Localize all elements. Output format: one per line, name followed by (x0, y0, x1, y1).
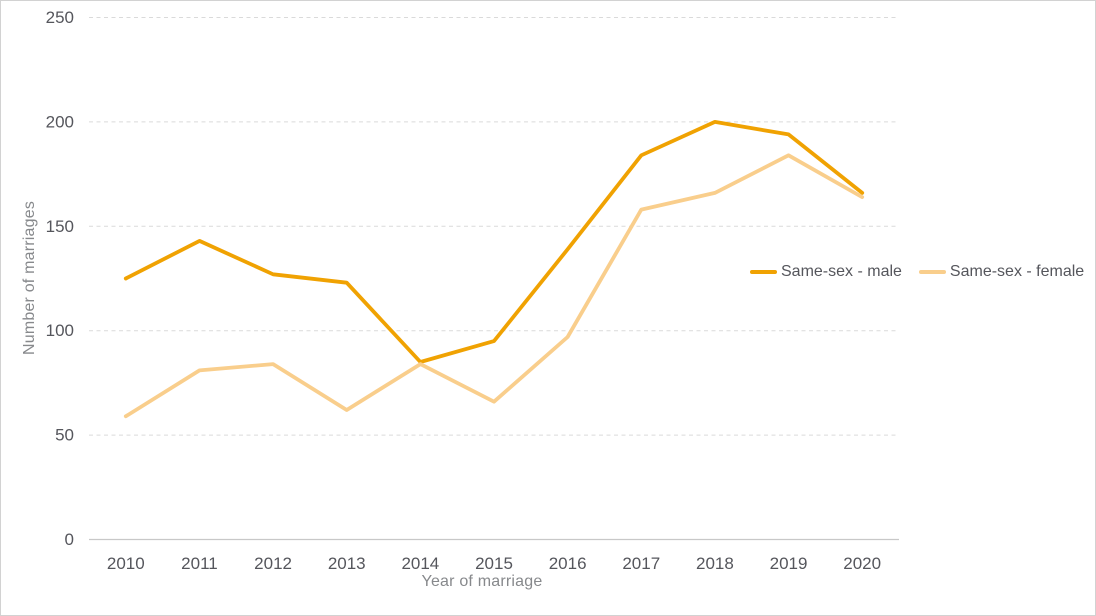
legend: Same-sex - male Same-sex - female (750, 263, 1084, 281)
legend-item-same-sex-female[interactable]: Same-sex - female (918, 263, 1085, 281)
y-tick-label-50: 50 (55, 426, 74, 445)
x-tick-label-2013: 2013 (328, 554, 366, 573)
legend-label-female: Same-sex - female (949, 263, 1085, 280)
x-tick-label-2012: 2012 (254, 554, 292, 573)
legend-marker-male-line (750, 270, 777, 274)
series-line-1 (123, 153, 865, 419)
y-tick-label-0: 0 (65, 530, 74, 549)
x-tick-label-2016: 2016 (549, 554, 587, 573)
x-tick-label-2020: 2020 (843, 554, 881, 573)
y-tick-label-250: 250 (46, 8, 74, 27)
legend-item-same-sex-male[interactable]: Same-sex - male (750, 263, 902, 281)
series-line-0 (123, 120, 865, 364)
x-tick-label-2018: 2018 (696, 554, 734, 573)
y-tick-label-100: 100 (46, 321, 74, 340)
x-axis-title: Year of marriage (421, 573, 543, 590)
x-tick-label-2014: 2014 (401, 554, 439, 573)
y-tick-label-200: 200 (46, 112, 74, 131)
legend-label-male: Same-sex - male (781, 263, 902, 280)
y-tick-label-150: 150 (46, 217, 74, 236)
legend-marker-female-line (918, 270, 946, 274)
x-tick-label-2019: 2019 (770, 554, 808, 573)
x-tick-label-2015: 2015 (475, 554, 513, 573)
x-tick-label-2011: 2011 (181, 554, 218, 573)
y-axis-title: Number of marriages (21, 200, 38, 356)
x-tick-label-2010: 2010 (107, 554, 145, 573)
x-tick-label-2017: 2017 (622, 554, 660, 573)
